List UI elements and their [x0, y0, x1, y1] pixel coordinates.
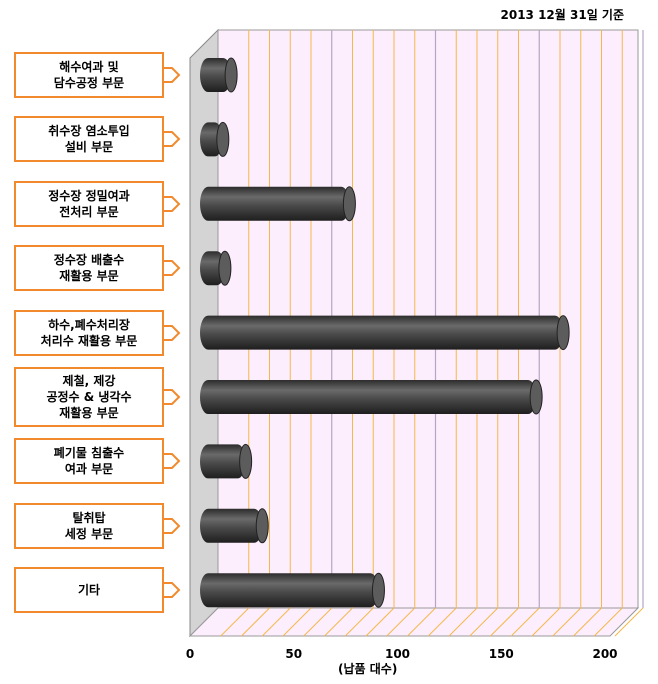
arrow-right-icon: [164, 131, 181, 148]
bar-end-cap: [255, 508, 269, 544]
bar-end-cap: [239, 443, 253, 479]
arrow-right-icon: [164, 517, 181, 534]
x-axis-label: (납품 대수): [338, 662, 398, 676]
category-label: 폐기물 침출수 여과 부문: [14, 438, 164, 485]
floor-gridline: [427, 607, 457, 637]
bar-end-cap: [371, 572, 385, 608]
arrow-right-icon: [164, 453, 181, 470]
floor-gridline: [593, 607, 623, 637]
bar-end-cap: [224, 57, 238, 93]
arrow-right-icon: [164, 260, 181, 277]
x-tick-label: 150: [489, 647, 514, 661]
x-tick-label: 200: [592, 647, 617, 661]
category-label: 정수장 정밀여과 전처리 부문: [14, 180, 164, 227]
arrow-right-icon: [164, 67, 181, 83]
floor-gridline: [365, 607, 395, 637]
date-note: 2013 12월 31일 기준: [500, 8, 625, 22]
bar: [200, 508, 263, 543]
bar: [200, 251, 225, 286]
floor-gridline: [407, 607, 436, 637]
floor-gridline: [448, 607, 478, 637]
bar-end-cap: [218, 250, 232, 286]
category-label: 탈취탑 세정 부문: [14, 502, 164, 549]
bar: [200, 315, 564, 350]
floor-gridline: [552, 607, 582, 637]
plot-floor: [188, 607, 640, 637]
floor-gridline: [282, 607, 312, 637]
floor-gridline: [469, 607, 499, 637]
category-label: 정수장 배출수 재활용 부문: [14, 245, 164, 292]
bar-end-cap: [216, 121, 230, 157]
bar: [200, 186, 350, 221]
arrow-right-icon: [164, 195, 181, 212]
bar-end-cap: [342, 186, 356, 222]
x-tick-label: 100: [385, 647, 410, 661]
bar: [200, 444, 246, 479]
category-label: 취수장 염소투입 설비 부문: [14, 116, 164, 163]
floor-gridline: [531, 607, 561, 637]
x-tick-label: 50: [285, 647, 302, 661]
arrow-right-icon: [164, 324, 181, 341]
category-label: 제철, 제강 공정수 & 냉각수 재활용 부문: [14, 367, 164, 427]
bar-end-cap: [529, 379, 543, 415]
bar: [200, 380, 537, 414]
bar: [200, 573, 379, 608]
bar-end-cap: [556, 315, 570, 351]
floor-gridline: [510, 607, 540, 637]
category-label: 하수,폐수처리장 처리수 재활용 부문: [14, 309, 164, 356]
floor-gridline: [261, 607, 291, 637]
arrow-right-icon: [164, 389, 181, 405]
floor-gridline: [220, 607, 250, 637]
floor-gridline: [303, 607, 333, 637]
category-label: 기타: [14, 567, 164, 614]
arrow-right-icon: [164, 582, 181, 599]
floor-gridline: [490, 607, 519, 637]
floor-gridline: [324, 607, 353, 637]
bar: [200, 58, 232, 92]
floor-gridline: [386, 607, 416, 637]
floor-gridline: [573, 607, 602, 637]
floor-gridline: [344, 607, 374, 637]
floor-gridline: [241, 607, 270, 637]
floor-gridline: [614, 607, 644, 637]
category-label: 해수여과 및 담수공정 부문: [14, 52, 164, 98]
x-tick-label: 0: [186, 647, 194, 661]
